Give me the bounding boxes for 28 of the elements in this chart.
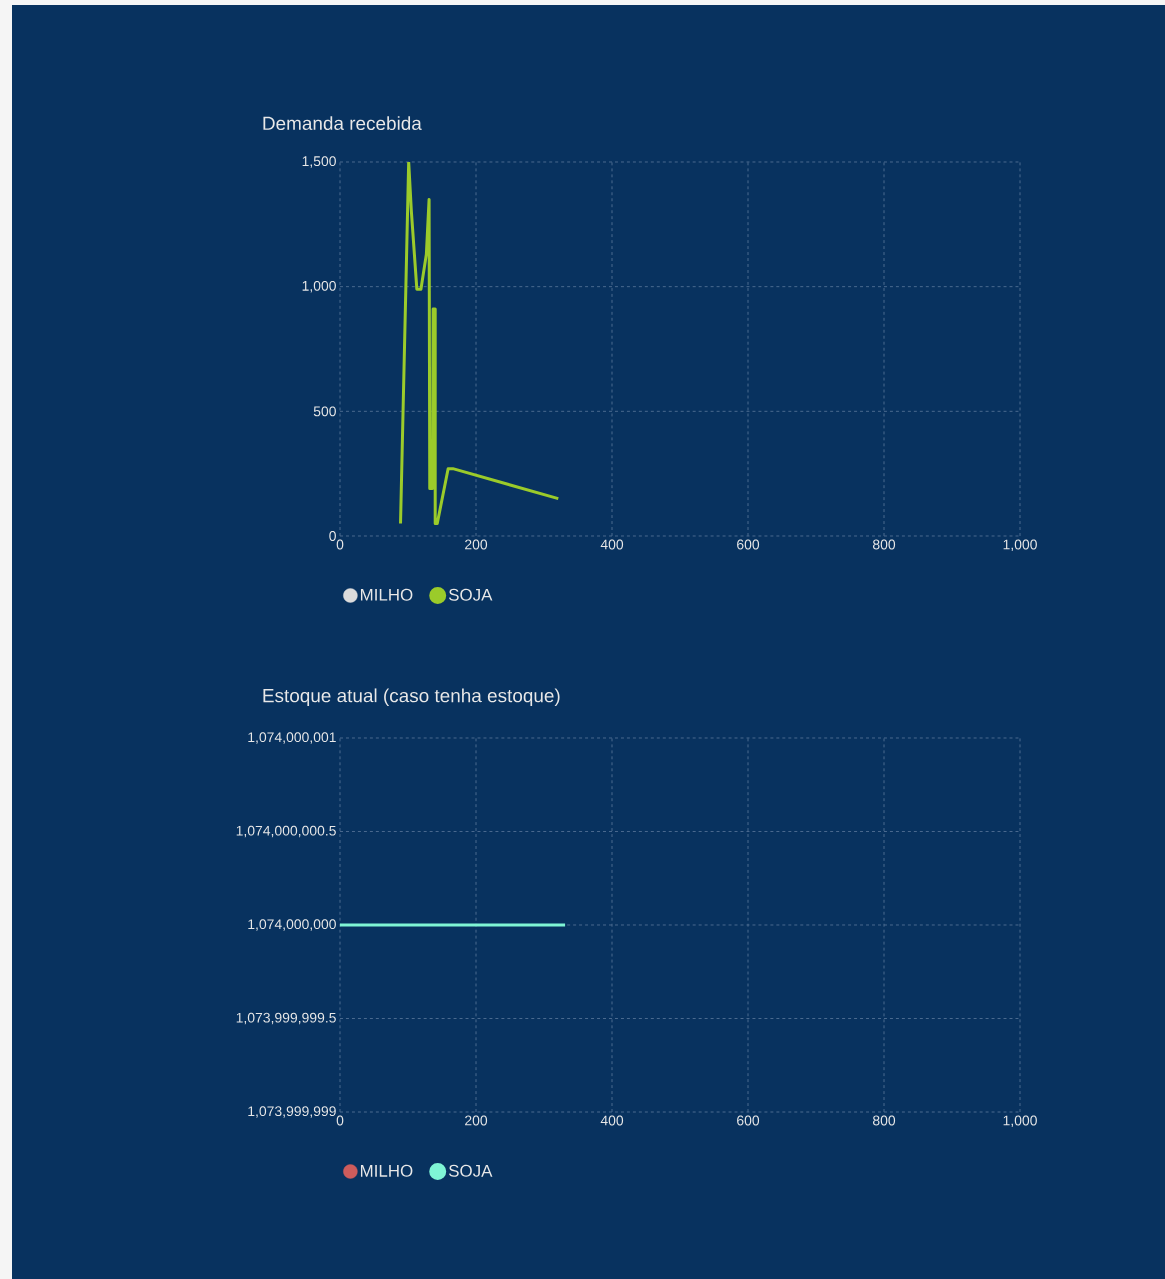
y-tick-label: 1,500 xyxy=(302,156,336,168)
legend-label: SOJA xyxy=(448,588,493,601)
y-tick-label: 1,074,000,001 xyxy=(248,732,336,744)
x-tick-label: 0 xyxy=(336,1115,344,1126)
chart-title: Estoque atual (caso tenha estoque) xyxy=(263,688,560,707)
chart-title: Demanda recebida xyxy=(263,116,422,131)
x-tick-label: 600 xyxy=(737,1115,760,1126)
legend-label: MILHO xyxy=(360,588,413,601)
legend-label: MILHO xyxy=(360,1164,413,1177)
line-series xyxy=(399,161,560,526)
y-tick-label: 1,074,000,000.5 xyxy=(236,825,336,838)
x-tick-label: 800 xyxy=(872,539,896,550)
y-tick-label: 1,074,000,000 xyxy=(248,919,336,931)
y-tick-label: 1,073,999,999 xyxy=(248,1106,336,1118)
x-tick-label: 200 xyxy=(465,1115,488,1126)
x-tick-label: 0 xyxy=(336,539,344,550)
x-tick-label: 400 xyxy=(600,539,624,550)
x-tick-label: 1,000 xyxy=(1003,1115,1037,1128)
x-tick-label: 1,000 xyxy=(1003,539,1037,552)
y-tick-label: 1,000 xyxy=(302,280,336,293)
x-tick-label: 600 xyxy=(737,539,760,550)
y-tick-label: 1,073,999,999.5 xyxy=(236,1012,336,1025)
x-tick-label: 400 xyxy=(600,1115,624,1126)
x-tick-label: 200 xyxy=(465,539,488,550)
legend-label: SOJA xyxy=(448,1164,493,1177)
y-tick-label: 0 xyxy=(329,531,336,541)
y-tick-label: 500 xyxy=(313,406,336,417)
x-tick-label: 800 xyxy=(872,1115,896,1126)
